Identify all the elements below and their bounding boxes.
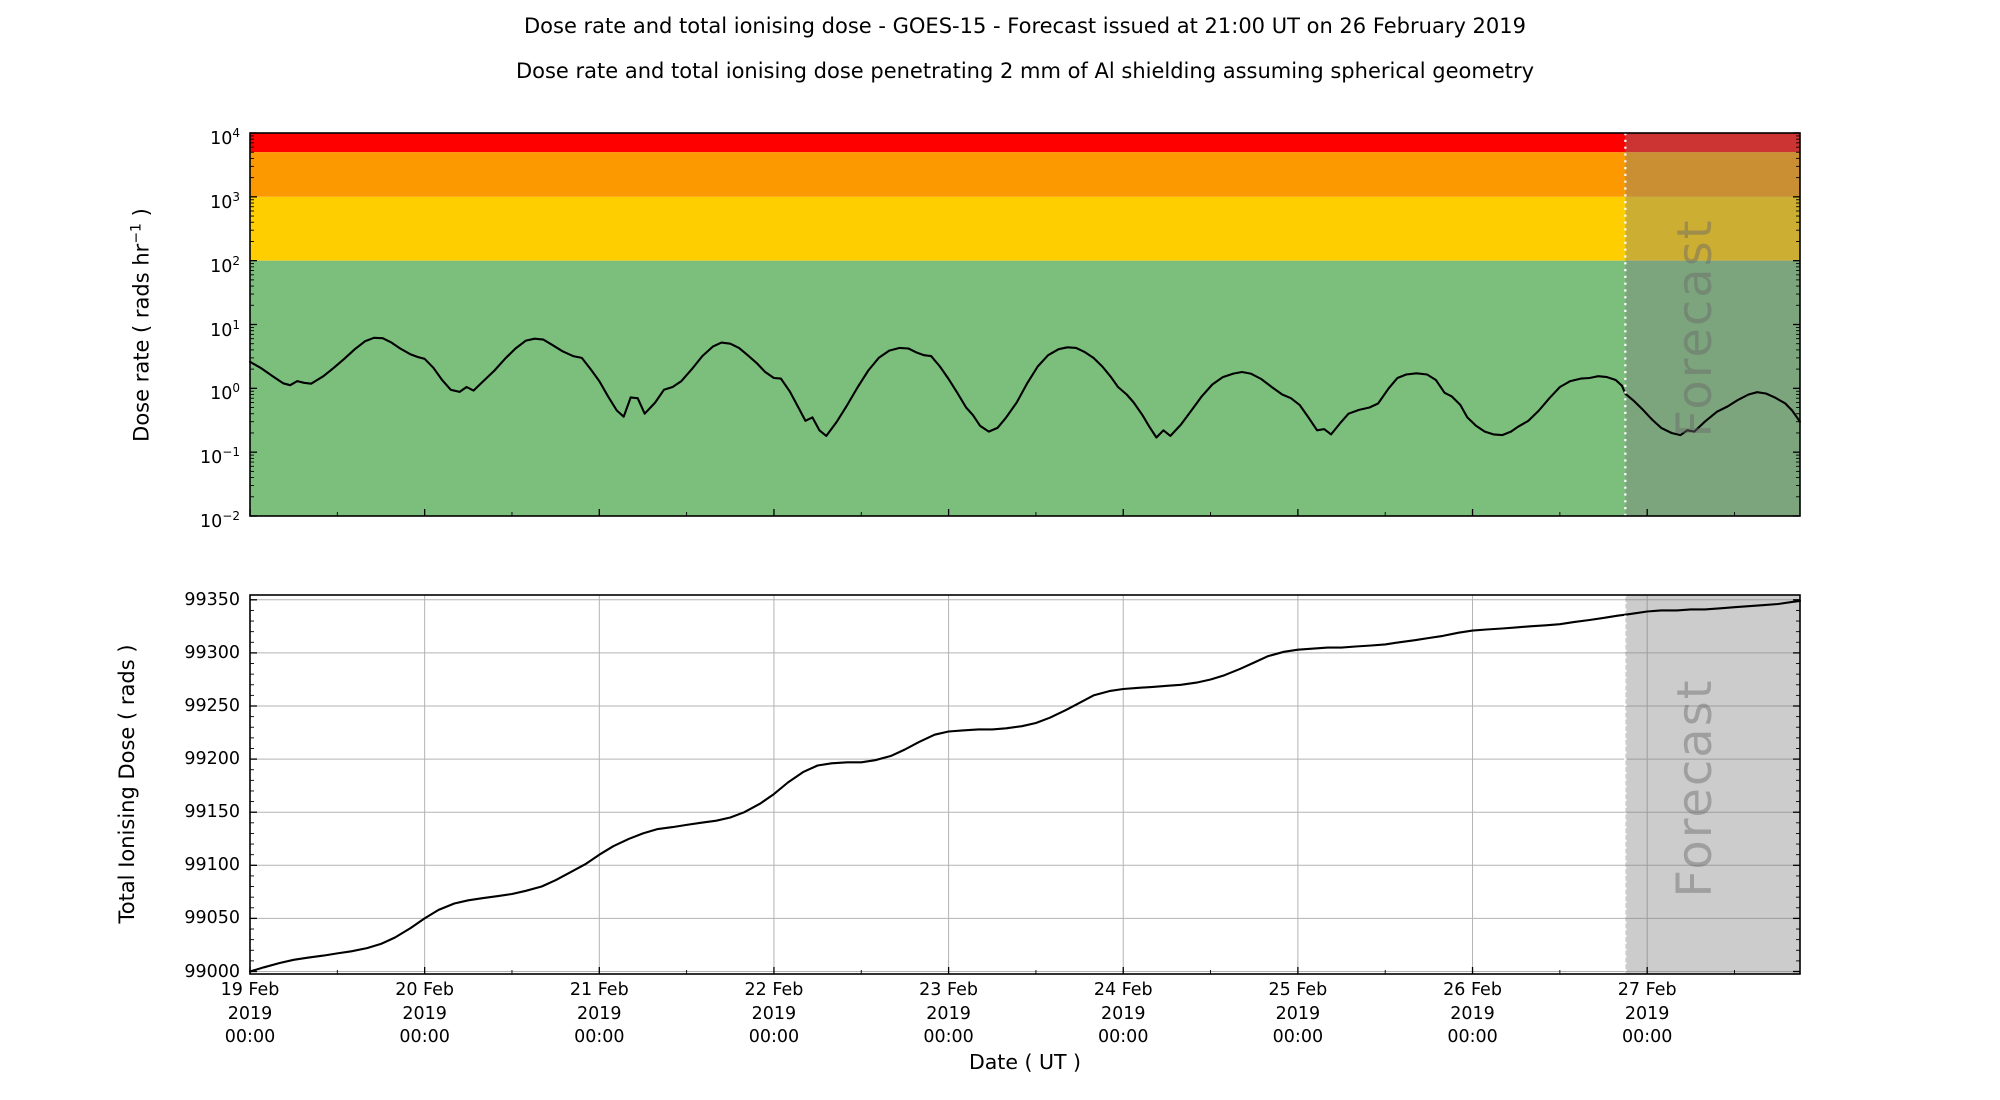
date-tick-date: 25 Feb: [1268, 980, 1328, 1000]
date-tick-year: 2019: [1450, 1003, 1495, 1024]
figure-title: Dose rate and total ionising dose - GOES…: [523, 14, 1526, 38]
forecast-region: [1625, 133, 1800, 516]
total-dose-y-tick: 99300: [184, 642, 240, 663]
date-tick-time: 00:00: [224, 1027, 276, 1047]
dose-rate-y-tick: 104: [210, 126, 240, 149]
date-tick-year: 2019: [577, 1003, 622, 1024]
warning-band-yellow-caution: [250, 196, 1800, 261]
total-dose-y-tick: 99050: [184, 908, 240, 929]
date-tick-date: 21 Feb: [569, 980, 629, 1000]
date-tick: 22 Feb 2019 00:00: [704, 979, 844, 1050]
date-tick-date: 20 Feb: [395, 980, 455, 1000]
dose-rate-y-tick: 103: [210, 189, 240, 213]
total-dose-y-tick: 99350: [184, 589, 240, 610]
dose-rate-y-tick: 10−2: [200, 509, 240, 532]
forecast-region: [1625, 595, 1800, 974]
dose-rate-axis-label-exponent: −1: [128, 223, 145, 244]
forecast-watermark: Forecast: [1667, 218, 1723, 437]
warning-band-red-alert: [250, 133, 1800, 153]
x-axis-label: Date ( UT ): [968, 1050, 1082, 1074]
total-dose-y-tick: 99250: [184, 696, 240, 716]
figure-subtitle: Dose rate and total ionising dose penetr…: [515, 59, 1535, 83]
date-tick-time: 00:00: [1447, 1027, 1498, 1047]
dose-rate-y-tick: 102: [210, 253, 240, 277]
forecast-watermark: Forecast: [1667, 678, 1723, 897]
dose-rate-axis-label: Dose rate ( rads hr−1 ): [129, 208, 154, 442]
total-dose-curve: [248, 599, 1802, 973]
date-tick-time: 00:00: [1621, 1027, 1673, 1047]
dose-rate-axis-label-text: Dose rate ( rads hr: [129, 243, 154, 442]
date-tick-time: 00:00: [399, 1027, 450, 1047]
date-tick: 26 Feb 2019 00:00: [1403, 979, 1543, 1050]
date-tick-time: 00:00: [574, 1027, 625, 1047]
date-tick-date: 22 Feb: [744, 980, 804, 1000]
total-dose-y-tick: 99000: [184, 961, 240, 982]
dose-rate-axis-label-suffix: ): [129, 208, 154, 224]
date-tick: 27 Feb 2019 00:00: [1577, 979, 1717, 1050]
date-tick-date: 27 Feb: [1617, 980, 1677, 1000]
date-tick-time: 00:00: [748, 1027, 800, 1047]
plot-frame: [249, 594, 1801, 975]
dose-rate-y-tick: 100: [210, 381, 240, 405]
date-tick-year: 2019: [1275, 1003, 1321, 1024]
date-tick-time: 00:00: [923, 1027, 974, 1047]
date-tick: 24 Feb 2019 00:00: [1053, 979, 1193, 1050]
date-tick: 20 Feb 2019 00:00: [355, 979, 495, 1050]
date-tick: 21 Feb 2019 00:00: [529, 979, 669, 1050]
date-tick-time: 00:00: [1272, 1027, 1324, 1047]
dose-rate-curve: [248, 336, 1802, 439]
date-tick-time: 00:00: [1098, 1027, 1149, 1047]
date-tick-year: 2019: [1100, 1003, 1146, 1024]
date-tick: 19 Feb 2019 00:00: [180, 979, 320, 1050]
date-tick: 25 Feb 2019 00:00: [1228, 979, 1368, 1050]
date-tick-date: 24 Feb: [1093, 980, 1153, 1000]
date-tick-year: 2019: [751, 1003, 797, 1024]
total-dose-y-tick: 99200: [184, 749, 240, 770]
dose-rate-y-tick: 10−1: [200, 445, 240, 468]
date-tick-date: 19 Feb: [220, 980, 280, 1000]
dose-rate-y-tick: 101: [210, 317, 240, 341]
date-tick-date: 26 Feb: [1443, 980, 1502, 1000]
total-dose-y-tick: 99100: [184, 855, 240, 876]
date-tick-year: 2019: [402, 1003, 447, 1024]
date-tick: 23 Feb 2019 00:00: [879, 979, 1019, 1050]
date-tick-year: 2019: [926, 1003, 971, 1024]
date-tick-date: 23 Feb: [919, 980, 978, 1000]
total-dose-axis-label: Total Ionising Dose ( rads ): [115, 644, 139, 924]
date-tick-year: 2019: [1624, 1003, 1670, 1024]
warning-band-orange-warning: [250, 152, 1800, 197]
date-tick-year: 2019: [227, 1003, 273, 1024]
total-dose-y-tick: 99150: [184, 802, 240, 823]
